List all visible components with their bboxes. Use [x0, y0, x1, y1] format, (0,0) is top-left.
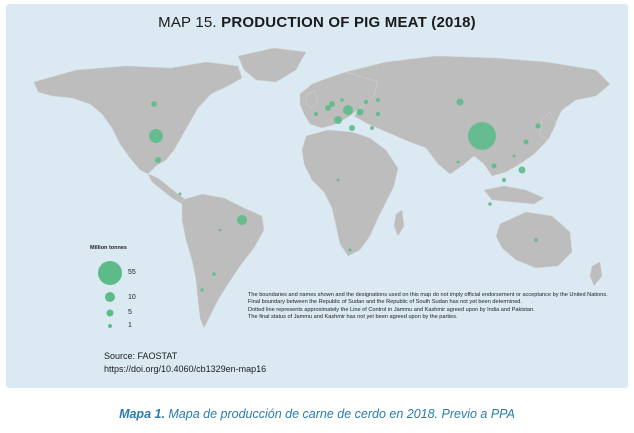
south-america	[181, 193, 265, 329]
legend-bubble-5	[106, 309, 114, 317]
australia	[495, 211, 573, 269]
bubble-germany	[343, 105, 353, 115]
bubble-chile	[200, 288, 204, 292]
bubble-taiwan	[512, 154, 516, 158]
caption-text: Mapa de producción de carne de cerdo en …	[164, 407, 515, 421]
bubble-japan	[535, 123, 541, 129]
map-frame: MAP 15. PRODUCTION OF PIG MEAT (2018)	[6, 4, 628, 388]
bubble-nigeria	[336, 178, 340, 182]
bubble-netherlands	[329, 101, 335, 107]
bubble-korea	[523, 139, 529, 145]
greenland	[237, 47, 307, 83]
united-kingdom	[305, 89, 319, 109]
bubble-philippines	[491, 163, 497, 169]
world-map	[33, 47, 611, 329]
bubble-ukraine	[375, 111, 381, 117]
bubble-russia	[456, 98, 464, 106]
legend-value-1: 1	[128, 322, 132, 329]
bubble-united-states	[149, 129, 163, 143]
bubble-austria	[340, 98, 344, 102]
bubble-brazil	[237, 215, 247, 225]
madagascar	[393, 209, 405, 237]
bubble-indonesia	[488, 202, 492, 206]
bubble-thailand	[501, 177, 507, 183]
central-america	[147, 173, 187, 205]
bubble-poland	[356, 108, 364, 116]
legend-value-5: 5	[128, 309, 132, 316]
production-bubbles	[149, 98, 541, 292]
legend-bubble-10	[105, 292, 115, 302]
bubble-canada	[151, 101, 157, 107]
map-disclaimer-notes: The boundaries and names shown and the d…	[248, 292, 608, 321]
bubble-argentina	[212, 272, 216, 276]
land-masses	[33, 47, 611, 329]
bubble-vietnam	[518, 166, 526, 174]
bubble-colombia	[178, 192, 182, 196]
bubble-mexico	[155, 157, 161, 163]
source-doi-link[interactable]: https://doi.org/10.4060/cb1329en-map16	[104, 364, 267, 374]
note-line: The final status of Jammu and Kashmir ha…	[248, 313, 458, 320]
note-line: The boundaries and names shown and the d…	[248, 292, 608, 298]
caption-label: Mapa 1.	[119, 407, 165, 421]
bubble-south-africa	[348, 248, 352, 252]
source-block: Source: FAOSTAT https://doi.org/10.4060/…	[104, 350, 266, 376]
map-title-prefix: MAP 15.	[158, 14, 217, 31]
figure-caption: Mapa 1. Mapa de producción de carne de c…	[0, 407, 634, 421]
africa	[301, 129, 399, 257]
map-title-main: PRODUCTION OF PIG MEAT (2018)	[221, 14, 476, 31]
note-line: Dotted line represents approximately the…	[248, 306, 535, 313]
legend-bubble-55	[98, 261, 122, 285]
source-label: Source: FAOSTAT	[104, 351, 178, 361]
map-title: MAP 15. PRODUCTION OF PIG MEAT (2018)	[6, 14, 628, 31]
bubble-france	[325, 105, 331, 111]
bubble-china	[468, 122, 496, 150]
legend-bubble-1	[108, 324, 112, 328]
bubble-spain	[334, 116, 342, 124]
bubble-australia	[534, 238, 538, 242]
legend-bubbles	[98, 261, 122, 328]
bubble-peru	[218, 228, 222, 232]
bubble-italy	[349, 125, 355, 131]
legend-value-10: 10	[128, 294, 136, 301]
bubble-belgium	[314, 112, 318, 116]
bubble-india	[456, 160, 460, 164]
bubble-belarus	[376, 98, 380, 102]
legend-value-55: 55	[128, 269, 136, 276]
asia	[345, 55, 611, 177]
bubble-denmark	[363, 99, 369, 105]
japan	[539, 111, 557, 141]
north-america	[33, 61, 243, 175]
legend-title: Million tonnes	[90, 245, 127, 251]
bubble-romania	[370, 126, 374, 130]
note-line: Final boundary between the Republic of S…	[248, 299, 522, 306]
new-zealand	[589, 261, 603, 287]
southeast-asia-islands	[483, 185, 545, 205]
